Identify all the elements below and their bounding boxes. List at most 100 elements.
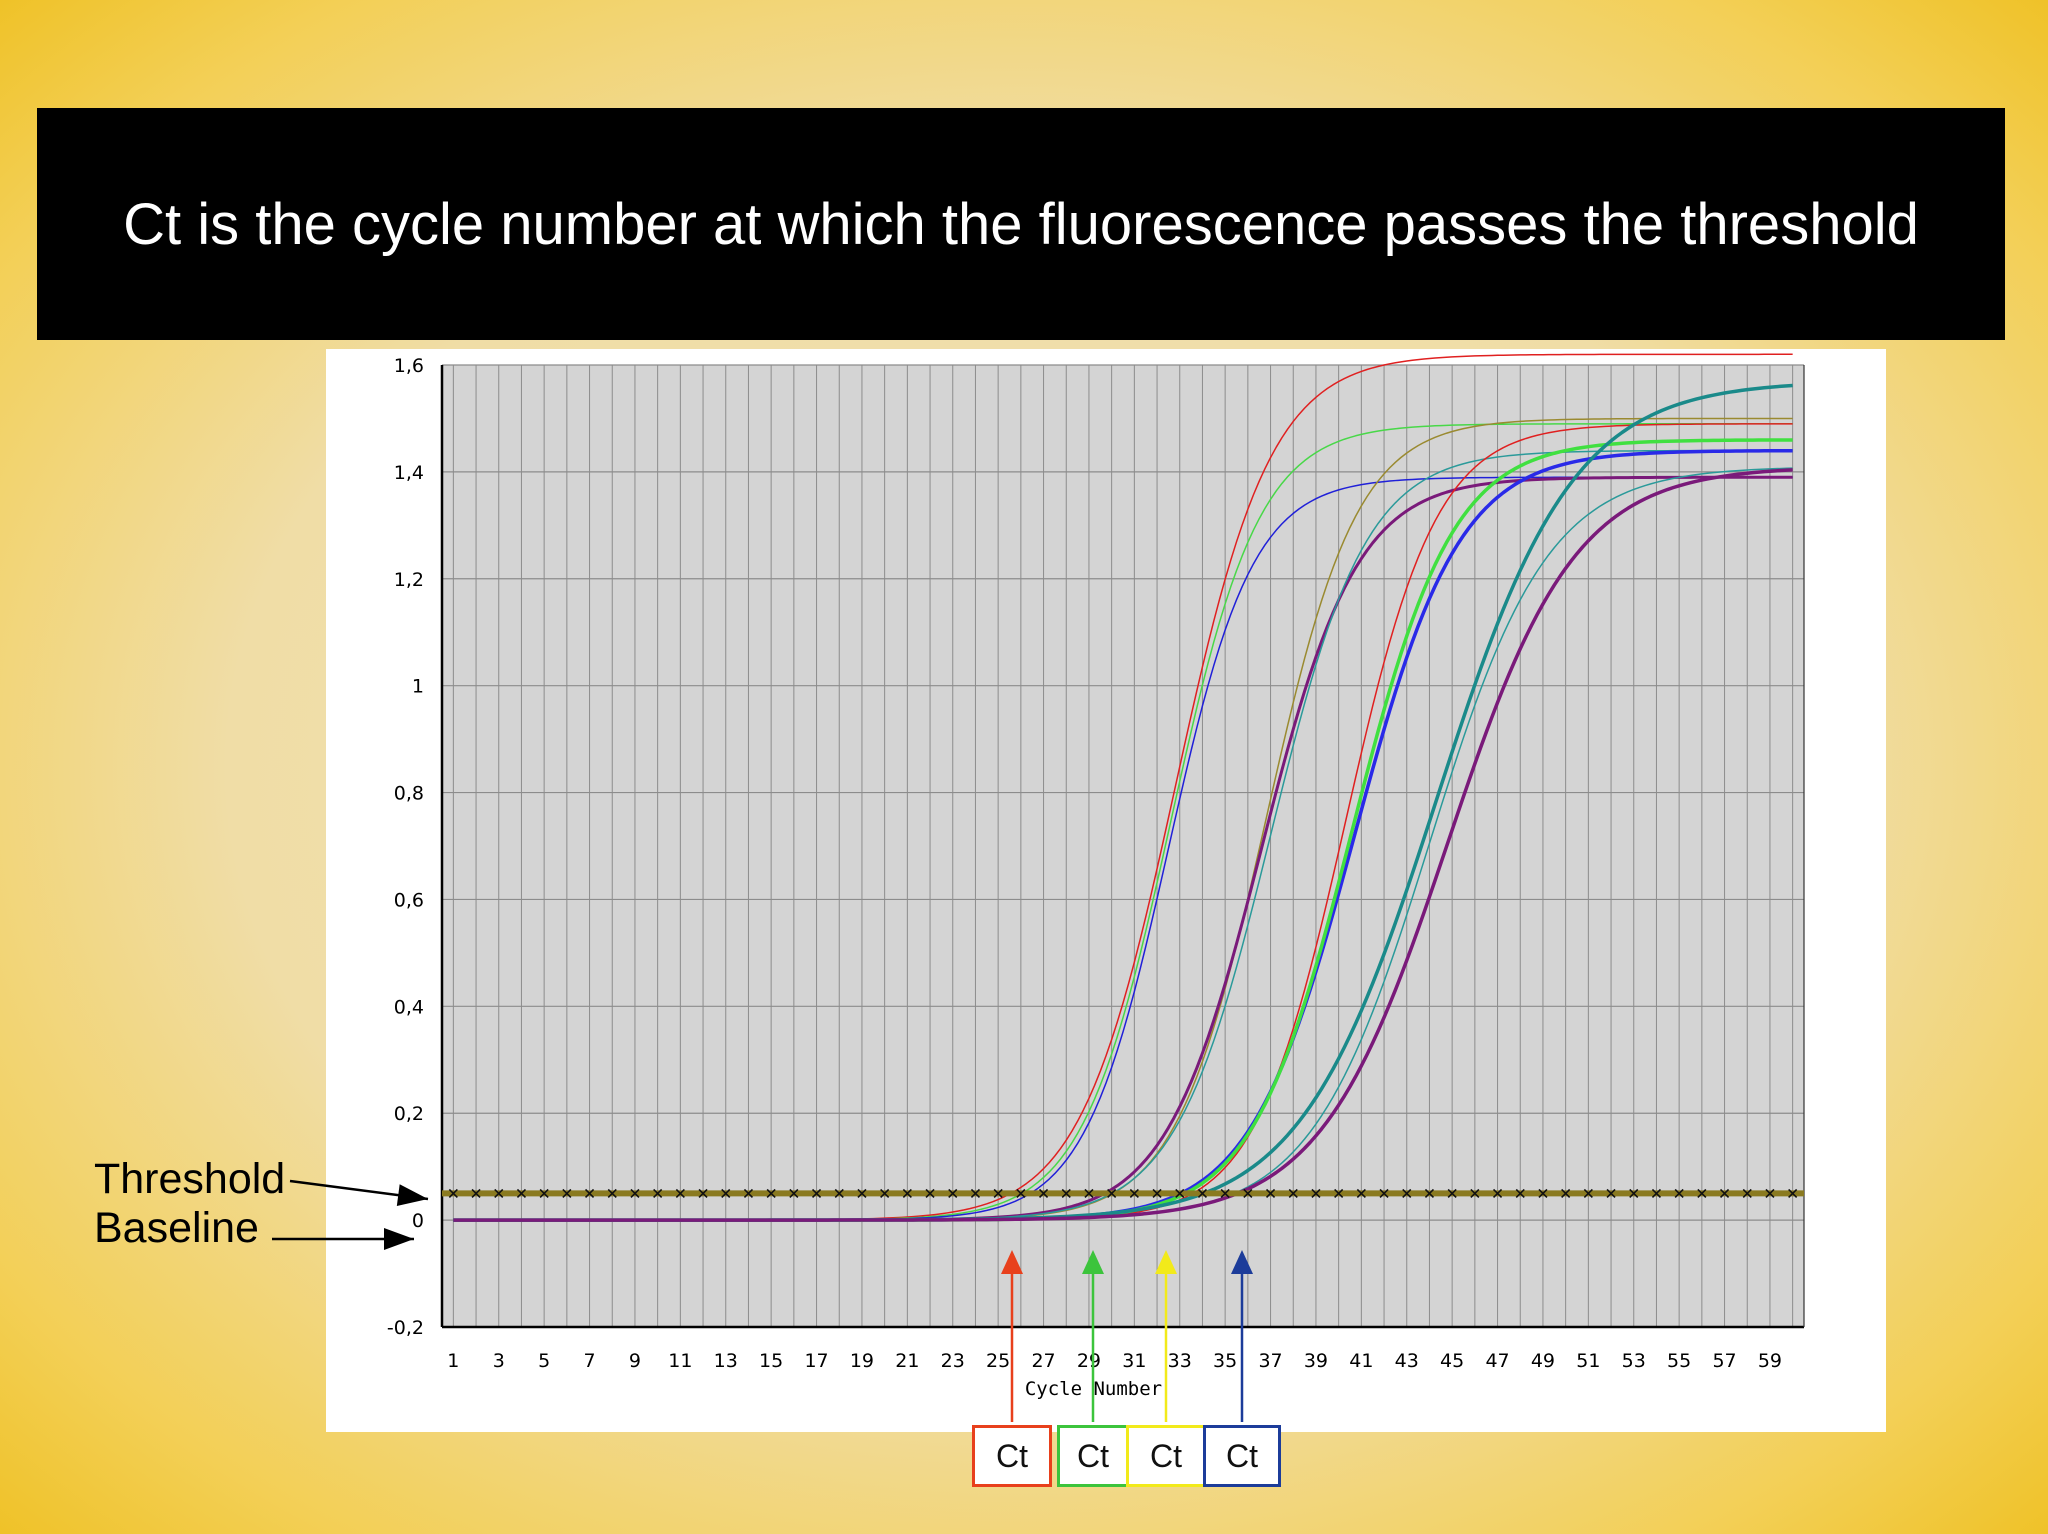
threshold-marker xyxy=(1038,1188,1049,1198)
threshold-marker xyxy=(1243,1188,1253,1198)
y-tick-label: 1 xyxy=(412,676,424,698)
ct-box-blue-label: Ct xyxy=(1226,1437,1258,1474)
x-tick-label: 15 xyxy=(759,1350,783,1372)
ct-box-yellow: Ct xyxy=(1126,1425,1206,1487)
chart-panel: 1,6 1,4 1,2 1 0,8 0,6 0,4 0,2 0 -0,2 1 3 5 7 9 11 13 15 17… xyxy=(326,349,1886,1432)
ct-box-green: Ct xyxy=(1057,1425,1129,1487)
amplification-chart: 1,61,41,210,80,60,40,20-0,21 3 5 7 9 11 13 15 17… xyxy=(387,353,1805,1400)
x-tick-label: 7 xyxy=(584,1350,596,1372)
threshold-marker xyxy=(1674,1188,1684,1198)
y-tick-label: 0,4 xyxy=(394,996,424,1018)
threshold-marker xyxy=(948,1188,958,1198)
baseline-label: Baseline xyxy=(94,1204,259,1252)
threshold-marker xyxy=(516,1188,527,1198)
x-tick-label: 53 xyxy=(1622,1350,1646,1372)
threshold-marker xyxy=(1719,1188,1730,1198)
x-tick-label: 9 xyxy=(629,1350,641,1372)
threshold-marker xyxy=(1379,1188,1389,1198)
threshold-marker xyxy=(925,1188,935,1198)
threshold-marker xyxy=(766,1188,776,1198)
ct-box-yellow-label: Ct xyxy=(1150,1437,1182,1474)
threshold-marker xyxy=(1107,1188,1117,1198)
threshold-marker xyxy=(834,1188,844,1198)
threshold-marker xyxy=(1061,1188,1071,1198)
threshold-marker xyxy=(1561,1188,1571,1198)
x-tick-label: 1 xyxy=(447,1350,459,1372)
threshold-marker xyxy=(1175,1188,1185,1198)
threshold-marker xyxy=(1583,1188,1593,1198)
threshold-marker xyxy=(1424,1188,1435,1198)
threshold-marker xyxy=(494,1188,504,1198)
x-tick-label: 19 xyxy=(850,1350,874,1372)
threshold-marker xyxy=(1492,1188,1503,1198)
threshold-markers xyxy=(448,1188,1798,1198)
x-tick-label: 45 xyxy=(1440,1350,1464,1372)
x-tick-label: 59 xyxy=(1758,1350,1782,1372)
y-tick-label: 0,6 xyxy=(394,889,424,911)
ct-box-red-label: Ct xyxy=(996,1437,1028,1474)
threshold-marker xyxy=(448,1188,458,1198)
ct-box-blue: Ct xyxy=(1203,1425,1281,1487)
series-line-12 xyxy=(453,468,1793,1222)
x-tick-label: 55 xyxy=(1667,1350,1691,1372)
threshold-marker xyxy=(789,1188,799,1198)
threshold-marker xyxy=(630,1188,640,1198)
threshold-marker xyxy=(1538,1188,1548,1198)
threshold-marker xyxy=(1220,1188,1230,1198)
threshold-marker xyxy=(471,1188,481,1198)
x-tick-label: 51 xyxy=(1576,1350,1600,1372)
slide-title-bar: Ct is the cycle number at which the fluo… xyxy=(37,108,2005,340)
threshold-marker xyxy=(607,1188,617,1198)
ct-box-green-label: Ct xyxy=(1077,1437,1109,1474)
x-tick-label: 31 xyxy=(1122,1350,1146,1372)
threshold-marker xyxy=(653,1188,663,1198)
x-tick-label: 17 xyxy=(804,1350,828,1372)
x-tick-label: 43 xyxy=(1395,1350,1419,1372)
threshold-marker xyxy=(1311,1188,1321,1198)
threshold-marker xyxy=(675,1188,685,1198)
x-tick-label: 41 xyxy=(1349,1350,1373,1372)
threshold-marker xyxy=(1356,1188,1366,1198)
y-tick-label: -0,2 xyxy=(387,1317,424,1339)
threshold-marker xyxy=(584,1188,595,1198)
slide-title: Ct is the cycle number at which the fluo… xyxy=(123,191,1919,257)
threshold-marker xyxy=(1629,1188,1639,1198)
x-tick-label: 27 xyxy=(1031,1350,1055,1372)
threshold-marker xyxy=(1470,1188,1480,1198)
threshold-marker xyxy=(1447,1188,1457,1198)
threshold-marker xyxy=(1265,1188,1276,1198)
x-tick-label: 11 xyxy=(668,1350,692,1372)
threshold-marker xyxy=(1129,1188,1139,1198)
ct-box-red: Ct xyxy=(972,1425,1052,1487)
y-tick-label: 1,6 xyxy=(394,355,424,377)
threshold-marker xyxy=(1084,1188,1094,1198)
y-tick-label: 0,8 xyxy=(394,783,424,805)
threshold-marker xyxy=(1606,1188,1616,1198)
x-tick-label: 37 xyxy=(1258,1350,1282,1372)
threshold-marker xyxy=(562,1188,572,1198)
x-tick-label: 23 xyxy=(941,1350,965,1372)
threshold-marker xyxy=(1697,1188,1707,1198)
threshold-marker xyxy=(539,1188,549,1198)
x-tick-label: 49 xyxy=(1531,1350,1555,1372)
threshold-marker xyxy=(880,1188,890,1198)
x-tick-label: 47 xyxy=(1485,1350,1509,1372)
threshold-marker xyxy=(743,1188,754,1198)
x-tick-label: 21 xyxy=(895,1350,919,1372)
threshold-marker xyxy=(698,1188,708,1198)
threshold-marker xyxy=(1651,1188,1662,1198)
x-tick-label: 13 xyxy=(714,1350,738,1372)
y-tick-label: 0 xyxy=(412,1210,424,1232)
threshold-marker xyxy=(1515,1188,1525,1198)
x-tick-label: 57 xyxy=(1712,1350,1736,1372)
series-group xyxy=(453,353,1793,1222)
x-tick-label: 29 xyxy=(1077,1350,1101,1372)
threshold-marker xyxy=(811,1188,822,1198)
x-tick-label: 35 xyxy=(1213,1350,1237,1372)
x-tick-label: 25 xyxy=(986,1350,1010,1372)
threshold-marker xyxy=(1765,1188,1775,1198)
x-tick-label: 39 xyxy=(1304,1350,1328,1372)
x-tick-label: 3 xyxy=(493,1350,505,1372)
threshold-marker xyxy=(1016,1188,1026,1198)
y-tick-label: 1,2 xyxy=(394,569,424,591)
